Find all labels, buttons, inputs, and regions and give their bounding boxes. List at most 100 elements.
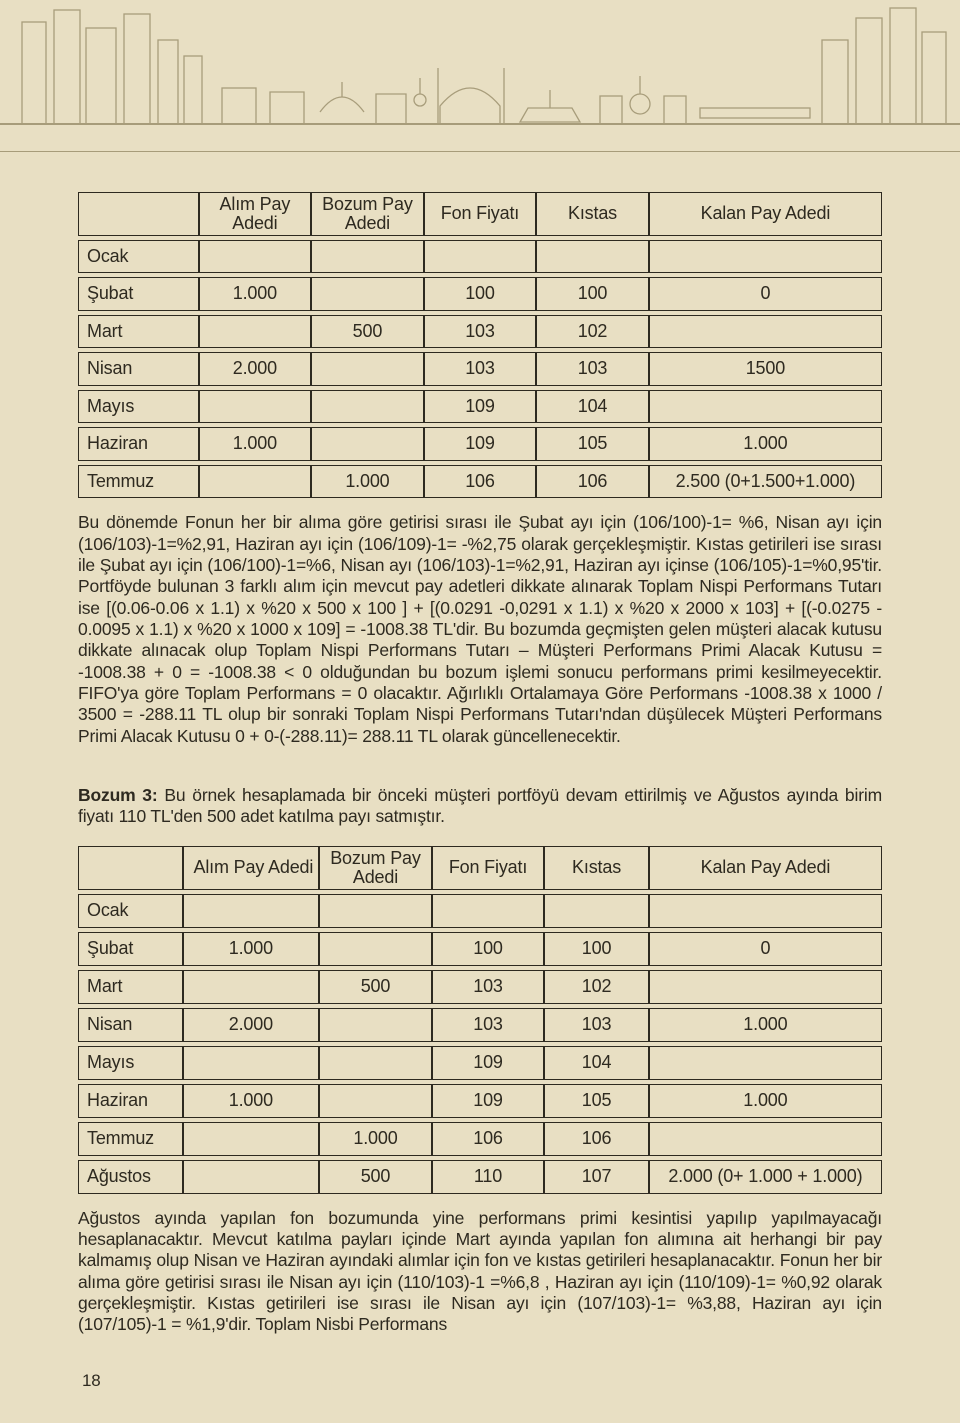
t2-cell: Mayıs [78, 1046, 183, 1080]
t2-cell: 103 [544, 1008, 649, 1042]
t2-cell: Ağustos [78, 1160, 183, 1194]
t2-h3: Fon Fiyatı [432, 846, 545, 890]
table-row: Mart500103102 [78, 970, 882, 1004]
t1-h0 [78, 192, 199, 236]
bozum3-intro: Bozum 3: Bu örnek hesaplamada bir önceki… [78, 785, 882, 828]
t2-cell: 105 [544, 1084, 649, 1118]
table-2-header-row: Alım Pay Adedi Bozum PayAdedi Fon Fiyatı… [78, 846, 882, 890]
t1-cell: Temmuz [78, 465, 199, 499]
t2-cell [183, 970, 320, 1004]
table-row: Nisan2.0001031031.000 [78, 1008, 882, 1042]
t1-cell: 1500 [649, 352, 882, 386]
t1-cell: 100 [424, 277, 537, 311]
table-1-header-row: Alım PayAdedi Bozum PayAdedi Fon Fiyatı … [78, 192, 882, 236]
t2-cell: 2.000 [183, 1008, 320, 1042]
t1-cell [649, 315, 882, 349]
table-row: Şubat1.0001001000 [78, 277, 882, 311]
t2-h1: Alım Pay Adedi [183, 846, 320, 890]
t1-cell: Mart [78, 315, 199, 349]
t1-cell: 100 [536, 277, 649, 311]
table-row: Mayıs109104 [78, 1046, 882, 1080]
t1-cell: 103 [536, 352, 649, 386]
t2-cell: 2.000 (0+ 1.000 + 1.000) [649, 1160, 882, 1194]
t1-cell [199, 465, 312, 499]
t1-cell [311, 277, 424, 311]
t1-cell [649, 240, 882, 274]
t1-cell: 104 [536, 390, 649, 424]
t2-cell: 103 [432, 970, 545, 1004]
bozum3-text: Bu örnek hesaplamada bir önceki müşteri … [78, 785, 882, 826]
t1-h5: Kalan Pay Adedi [649, 192, 882, 236]
t2-h2: Bozum PayAdedi [319, 846, 432, 890]
t1-cell [311, 427, 424, 461]
t2-cell: 1.000 [649, 1008, 882, 1042]
t2-cell [183, 1160, 320, 1194]
t2-cell: 106 [432, 1122, 545, 1156]
skyline-illustration [0, 0, 960, 152]
table-row: Şubat1.0001001000 [78, 932, 882, 966]
t2-cell: 109 [432, 1084, 545, 1118]
t2-cell: 0 [649, 932, 882, 966]
t2-cell [319, 894, 432, 928]
t2-cell: Mart [78, 970, 183, 1004]
table-row: Haziran1.0001091051.000 [78, 427, 882, 461]
table-row: Nisan2.0001031031500 [78, 352, 882, 386]
t2-cell: 500 [319, 1160, 432, 1194]
t2-cell [649, 1046, 882, 1080]
t1-cell: 2.500 (0+1.500+1.000) [649, 465, 882, 499]
table-row: Temmuz1.0001061062.500 (0+1.500+1.000) [78, 465, 882, 499]
t2-cell [183, 1122, 320, 1156]
t1-cell: Haziran [78, 427, 199, 461]
t1-h1: Alım PayAdedi [199, 192, 312, 236]
table-1: Alım PayAdedi Bozum PayAdedi Fon Fiyatı … [78, 188, 882, 502]
t1-cell: 105 [536, 427, 649, 461]
t2-cell [319, 1046, 432, 1080]
t2-cell [183, 1046, 320, 1080]
t2-cell [649, 970, 882, 1004]
t2-cell: 103 [432, 1008, 545, 1042]
t1-cell: 103 [424, 352, 537, 386]
table-row: Haziran1.0001091051.000 [78, 1084, 882, 1118]
t1-cell [199, 390, 312, 424]
paragraph-1: Bu dönemde Fonun her bir alıma göre geti… [78, 512, 882, 747]
bozum3-label: Bozum 3: [78, 785, 158, 805]
t1-cell: Nisan [78, 352, 199, 386]
t2-cell: 109 [432, 1046, 545, 1080]
t1-cell [424, 240, 537, 274]
t1-cell: 1.000 [199, 277, 312, 311]
t2-cell: 110 [432, 1160, 545, 1194]
t2-cell: 1.000 [183, 932, 320, 966]
table-row: Mayıs109104 [78, 390, 882, 424]
t2-cell [544, 894, 649, 928]
t2-cell: Temmuz [78, 1122, 183, 1156]
t2-cell: 1.000 [649, 1084, 882, 1118]
t1-cell [311, 352, 424, 386]
t2-cell: Nisan [78, 1008, 183, 1042]
t2-cell: 102 [544, 970, 649, 1004]
t1-cell: Ocak [78, 240, 199, 274]
page-content: Alım PayAdedi Bozum PayAdedi Fon Fiyatı … [0, 152, 960, 1423]
t1-cell: 106 [424, 465, 537, 499]
table-2: Alım Pay Adedi Bozum PayAdedi Fon Fiyatı… [78, 842, 882, 1198]
paragraph-2: Ağustos ayında yapılan fon bozumunda yin… [78, 1208, 882, 1336]
t1-cell: 109 [424, 390, 537, 424]
t1-cell [199, 315, 312, 349]
t2-h0 [78, 846, 183, 890]
t2-cell: 107 [544, 1160, 649, 1194]
t1-cell: 500 [311, 315, 424, 349]
t1-cell: 2.000 [199, 352, 312, 386]
t1-cell [199, 240, 312, 274]
table-row: Ocak [78, 894, 882, 928]
table-row: Mart 500103102 [78, 315, 882, 349]
t2-cell: 106 [544, 1122, 649, 1156]
t2-cell [649, 894, 882, 928]
t1-h3: Fon Fiyatı [424, 192, 537, 236]
t1-cell: 103 [424, 315, 537, 349]
t1-cell [649, 390, 882, 424]
t2-cell: Haziran [78, 1084, 183, 1118]
t1-cell [536, 240, 649, 274]
t1-cell: 102 [536, 315, 649, 349]
t1-cell: 0 [649, 277, 882, 311]
t2-cell [319, 932, 432, 966]
table-row: Ağustos 5001101072.000 (0+ 1.000 + 1.000) [78, 1160, 882, 1194]
